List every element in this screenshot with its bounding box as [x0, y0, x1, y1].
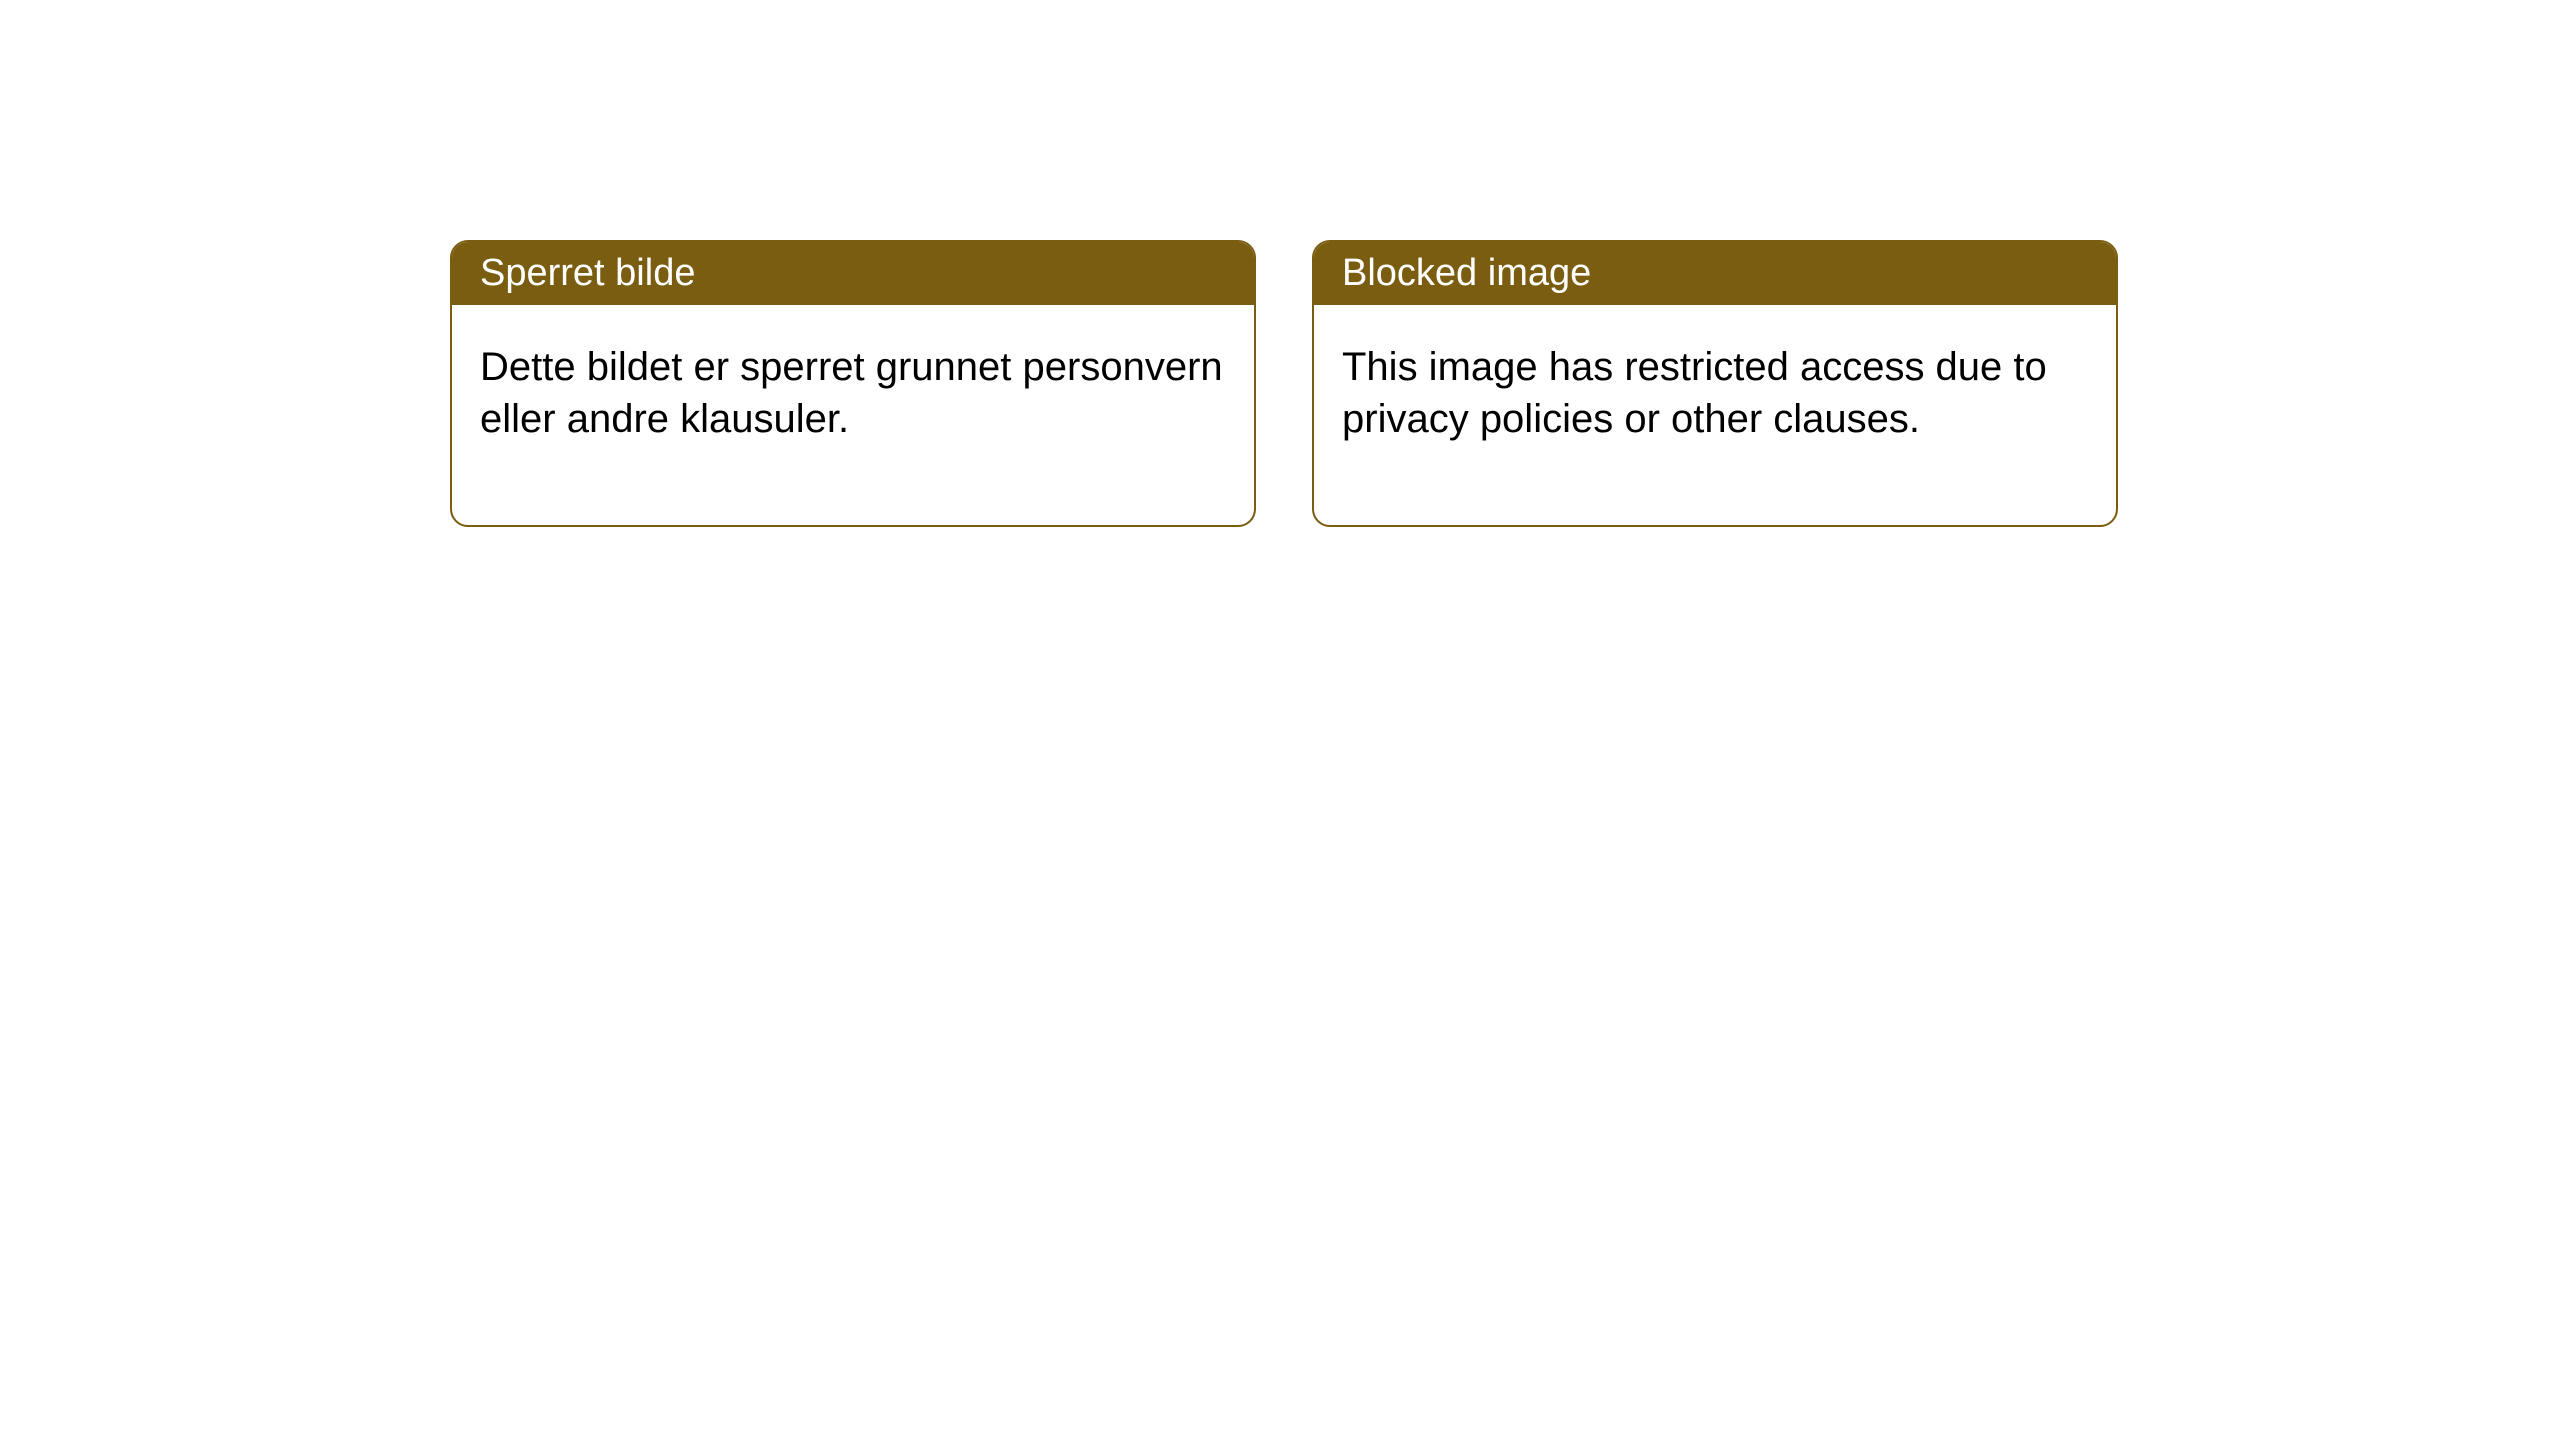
notice-body-english: This image has restricted access due to … — [1314, 305, 2116, 525]
notice-card-norwegian: Sperret bilde Dette bildet er sperret gr… — [450, 240, 1256, 527]
notice-card-english: Blocked image This image has restricted … — [1312, 240, 2118, 527]
notice-body-norwegian: Dette bildet er sperret grunnet personve… — [452, 305, 1254, 525]
notice-title-english: Blocked image — [1314, 242, 2116, 305]
notice-title-norwegian: Sperret bilde — [452, 242, 1254, 305]
notice-container: Sperret bilde Dette bildet er sperret gr… — [450, 240, 2118, 527]
